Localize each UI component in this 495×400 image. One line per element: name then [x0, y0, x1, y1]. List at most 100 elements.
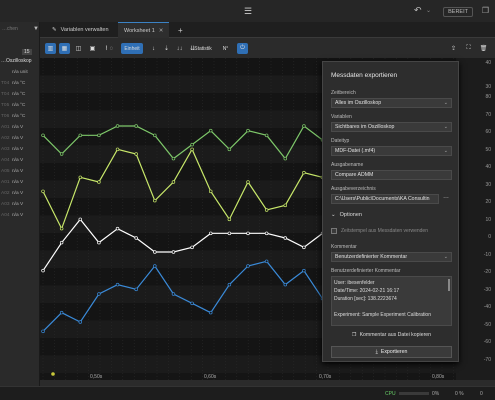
- grid-icon[interactable]: ▦: [59, 43, 70, 54]
- right-tick: -10: [483, 251, 491, 258]
- variable-value: n/a V: [12, 179, 24, 185]
- export-icon[interactable]: ⇪: [450, 46, 457, 52]
- data-point: [190, 147, 194, 152]
- data-point: [302, 170, 306, 175]
- variable-row[interactable]: T04 n/a °C: [0, 89, 40, 99]
- variable-row[interactable]: n/a unit: [0, 67, 40, 77]
- data-point: [246, 231, 250, 236]
- right-tick: -40: [483, 304, 491, 310]
- data-point: [227, 282, 232, 287]
- variable-value: n/a °C: [12, 113, 26, 119]
- einheit-button[interactable]: Einheit: [121, 43, 143, 54]
- variable-id: T06: [1, 113, 10, 119]
- cursor-marker[interactable]: [51, 372, 55, 376]
- variablen-select[interactable]: Sichtbares im Oszilloskop ⌄: [331, 122, 452, 132]
- variable-row[interactable]: A02 n/a V: [0, 133, 40, 143]
- split-icon[interactable]: ◫: [75, 46, 82, 52]
- panel-icon[interactable]: ▣: [89, 46, 96, 52]
- download-icon: ⤓: [375, 348, 378, 355]
- checkbox-box[interactable]: [331, 228, 337, 234]
- kommentar-label: Kommentar: [331, 244, 357, 250]
- variable-row[interactable]: A01 n/a V: [0, 122, 40, 132]
- data-point: [78, 133, 83, 138]
- data-point: [115, 226, 120, 231]
- add-tab-button[interactable]: +: [178, 25, 183, 35]
- cursor-1-icon[interactable]: ↓: [152, 45, 155, 52]
- comment-scrollbar[interactable]: [448, 279, 450, 291]
- variable-id: A01: [1, 124, 10, 130]
- filter-icon[interactable]: ▼: [33, 26, 39, 32]
- data-point: [41, 268, 45, 273]
- export-button[interactable]: ⤓ Exportieren: [331, 346, 452, 358]
- count-badge: 15: [22, 49, 32, 55]
- ausgabeverzeichnis-input[interactable]: C:\Users\Public\Documents\KA Consultin: [331, 194, 439, 204]
- data-point: [134, 124, 138, 128]
- variable-row[interactable]: A04 n/a V: [0, 210, 40, 220]
- variable-row[interactable]: T05 n/a °C: [0, 100, 40, 110]
- variable-row[interactable]: A01 n/a V: [0, 177, 40, 187]
- cursor-3-icon[interactable]: ↓↓: [176, 45, 183, 52]
- variable-id: T04: [1, 91, 10, 97]
- variable-row[interactable]: A02 n/a V: [0, 188, 40, 198]
- variable-row[interactable]: T06 n/a °C: [0, 111, 40, 121]
- variable-id: A05: [1, 168, 10, 174]
- data-point: [171, 180, 176, 184]
- cursor-4-icon[interactable]: ⇊: [189, 46, 196, 52]
- trash-icon[interactable]: 🗑: [479, 46, 488, 52]
- list-icon[interactable]: ☰: [244, 6, 253, 16]
- variable-row[interactable]: T04 n/a °C: [0, 78, 40, 88]
- browse-button[interactable]: …: [443, 194, 449, 200]
- variable-id: A02: [1, 135, 10, 141]
- variable-value: n/a V: [12, 146, 24, 152]
- copy-comment-button[interactable]: ❐ Kommentar aus Datei kopieren: [331, 329, 452, 340]
- zeitstempel-checkbox[interactable]: Zeitstempel aus Messdaten verwenden: [331, 228, 428, 234]
- variable-id: A03: [1, 146, 10, 152]
- count-value: 0: [480, 391, 483, 397]
- variable-value: n/a °C: [12, 102, 26, 108]
- cpu-value: 0%: [432, 391, 440, 397]
- data-point: [208, 128, 213, 133]
- dateityp-select[interactable]: MDF-Datei (.mf4) ⌄: [331, 146, 452, 156]
- data-point: [227, 217, 232, 222]
- tab-variablen-verwalten[interactable]: ✎ Variablen verwalten: [46, 22, 115, 38]
- layout-icon[interactable]: ▥: [45, 43, 56, 54]
- chevron-down-icon: ⌄: [331, 212, 336, 218]
- variable-id: A03: [1, 201, 10, 207]
- undo-icon[interactable]: ↶: [414, 5, 422, 15]
- data-point: [134, 287, 138, 292]
- ausgabename-input[interactable]: Compare ADMM: [331, 170, 452, 180]
- window-icon[interactable]: ❐: [481, 6, 489, 15]
- data-point: [171, 292, 176, 296]
- kommentar-select[interactable]: Benutzerdefinierter Kommentar ⌄: [331, 252, 452, 262]
- comment-textarea[interactable]: [331, 276, 452, 326]
- chart-icon[interactable]: ⌇: [105, 46, 108, 52]
- data-point: [97, 292, 101, 296]
- zeitbereich-select[interactable]: Alles im Oszilloskop ⌄: [331, 98, 452, 108]
- variable-row[interactable]: A05 n/a V: [0, 166, 40, 176]
- right-tick: -70: [483, 356, 491, 363]
- power-icon[interactable]: ⏻: [237, 43, 248, 54]
- chevron-down-icon: ⌄: [443, 124, 448, 130]
- statistik-button[interactable]: Statistik: [194, 45, 212, 52]
- variable-row[interactable]: A03 n/a V: [0, 199, 40, 209]
- variable-id: A04: [1, 157, 10, 163]
- cursor-2-icon[interactable]: ⇣: [163, 46, 170, 52]
- eye-off-icon[interactable]: ◌: [109, 45, 114, 52]
- data-point: [115, 124, 120, 128]
- variable-row[interactable]: A04 n/a V: [0, 155, 40, 165]
- search-input[interactable]: …chen: [2, 26, 18, 32]
- variable-row[interactable]: A03 n/a V: [0, 144, 40, 154]
- data-point: [59, 240, 64, 245]
- close-icon[interactable]: ✕: [158, 27, 164, 34]
- right-tick: 60: [485, 129, 491, 135]
- data-point: [246, 128, 250, 133]
- optionen-toggle[interactable]: ⌄ Optionen: [331, 212, 362, 218]
- x-tick-label: 0,50s: [90, 374, 103, 380]
- tab-worksheet-1[interactable]: Worksheet 1 ✕: [118, 22, 170, 38]
- data-point: [227, 231, 232, 236]
- expand-icon[interactable]: ⛶: [466, 45, 471, 51]
- chevron-down-icon[interactable]: ⌄: [426, 8, 432, 14]
- data-point: [115, 282, 120, 287]
- right-tick: -20: [483, 269, 491, 275]
- degree-button[interactable]: N°: [222, 45, 229, 52]
